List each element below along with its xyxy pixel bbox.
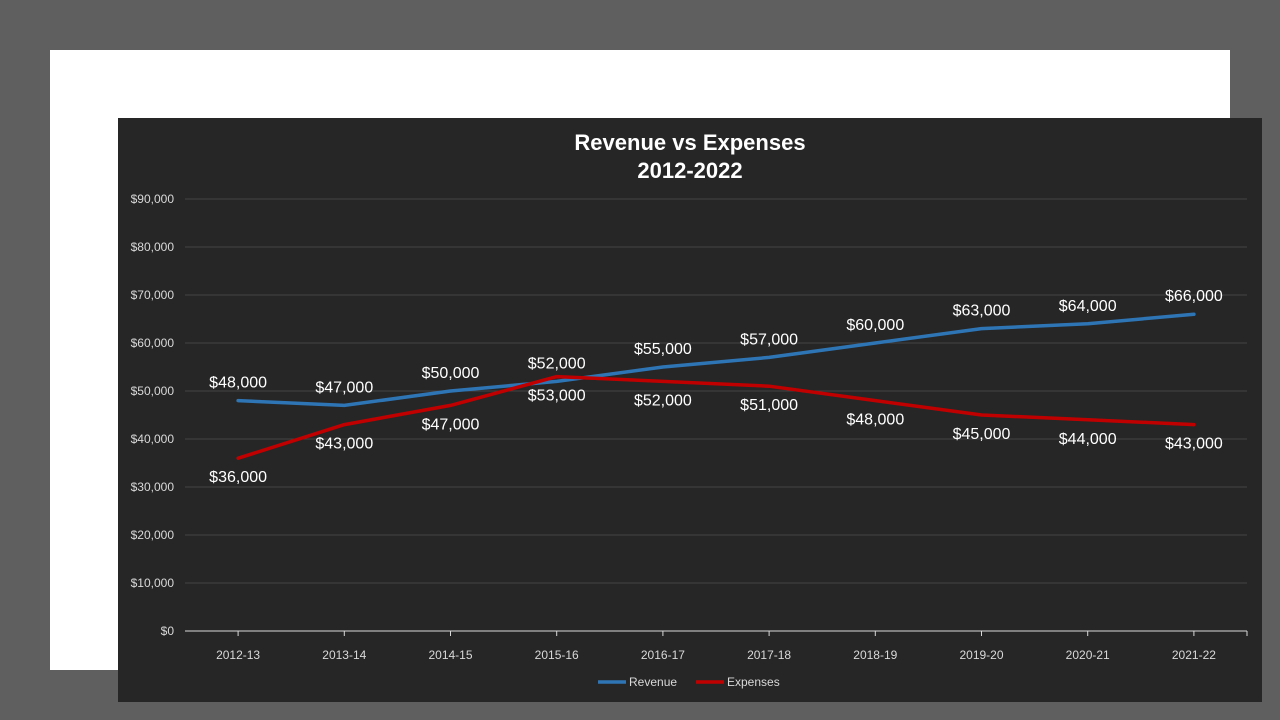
y-tick-label: $60,000 (131, 336, 175, 350)
data-label-expenses: $47,000 (422, 416, 480, 433)
series-line-revenue (236, 312, 1196, 408)
x-tick-label: 2017-18 (747, 648, 791, 662)
data-label-revenue: $63,000 (953, 303, 1011, 320)
data-label-expenses: $36,000 (209, 469, 267, 486)
data-label-revenue: $47,000 (315, 379, 373, 396)
chart-area: Revenue vs Expenses 2012-2022 $0 $10,000 $2… (118, 118, 1262, 702)
data-label-expenses: $43,000 (315, 436, 373, 453)
x-tick-label: 2020-21 (1066, 648, 1110, 662)
y-tick-label: $0 (161, 624, 175, 638)
y-tick-label: $10,000 (131, 576, 175, 590)
series-lines (236, 312, 1196, 460)
y-tick-label: $40,000 (131, 432, 175, 446)
data-label-revenue: $60,000 (846, 317, 904, 334)
y-tick-label: $80,000 (131, 240, 175, 254)
data-label-expenses: $48,000 (846, 412, 904, 429)
data-label-revenue: $55,000 (634, 341, 692, 358)
y-tick-label: $70,000 (131, 288, 175, 302)
data-labels: $48,000 $47,000 $50,000 $52,000 $55,000 $57,0… (209, 288, 1223, 486)
data-label-expenses: $53,000 (528, 388, 586, 405)
gridlines (185, 198, 1247, 584)
chart-title-line: Revenue vs Expenses (574, 130, 805, 155)
data-label-revenue: $66,000 (1165, 288, 1223, 305)
x-tick-label: 2013-14 (322, 648, 366, 662)
legend: Revenue Expenses (598, 675, 780, 689)
y-axis-tick-labels: $0 $10,000 $20,000 $30,000 $40,000 $50,000 $60… (131, 192, 175, 638)
x-tick-label: 2016-17 (641, 648, 685, 662)
data-label-expenses: $51,000 (740, 397, 798, 414)
y-tick-label: $50,000 (131, 384, 175, 398)
data-label-expenses: $44,000 (1059, 431, 1117, 448)
x-tick-label: 2021-22 (1172, 648, 1216, 662)
chart-title-line: 2012-2022 (637, 158, 742, 183)
x-tick-label: 2018-19 (853, 648, 897, 662)
data-label-revenue: $48,000 (209, 375, 267, 392)
data-label-expenses: $43,000 (1165, 436, 1223, 453)
x-tick-label: 2019-20 (959, 648, 1003, 662)
x-tick-label: 2012-13 (216, 648, 260, 662)
legend-label-revenue: Revenue (629, 675, 677, 689)
data-label-revenue: $52,000 (528, 355, 586, 372)
series-line-expenses (236, 374, 1196, 460)
x-tick-label: 2014-15 (428, 648, 472, 662)
x-tick-label: 2015-16 (535, 648, 579, 662)
y-tick-label: $20,000 (131, 528, 175, 542)
data-label-expenses: $52,000 (634, 392, 692, 409)
y-tick-label: $90,000 (131, 192, 175, 206)
data-label-expenses: $45,000 (953, 426, 1011, 443)
legend-label-expenses: Expenses (727, 675, 780, 689)
line-chart: Revenue vs Expenses 2012-2022 $0 $10,000 $2… (131, 130, 1248, 689)
data-label-revenue: $64,000 (1059, 298, 1117, 315)
data-label-revenue: $50,000 (422, 365, 480, 382)
chart-frame: Revenue vs Expenses 2012-2022 $0 $10,000 $2… (50, 50, 1262, 702)
y-tick-label: $30,000 (131, 480, 175, 494)
data-label-revenue: $57,000 (740, 331, 798, 348)
chart-title: Revenue vs Expenses 2012-2022 (574, 130, 805, 183)
x-axis: 2012-13 2013-14 2014-15 2015-16 2016-17 2017-… (185, 630, 1248, 662)
